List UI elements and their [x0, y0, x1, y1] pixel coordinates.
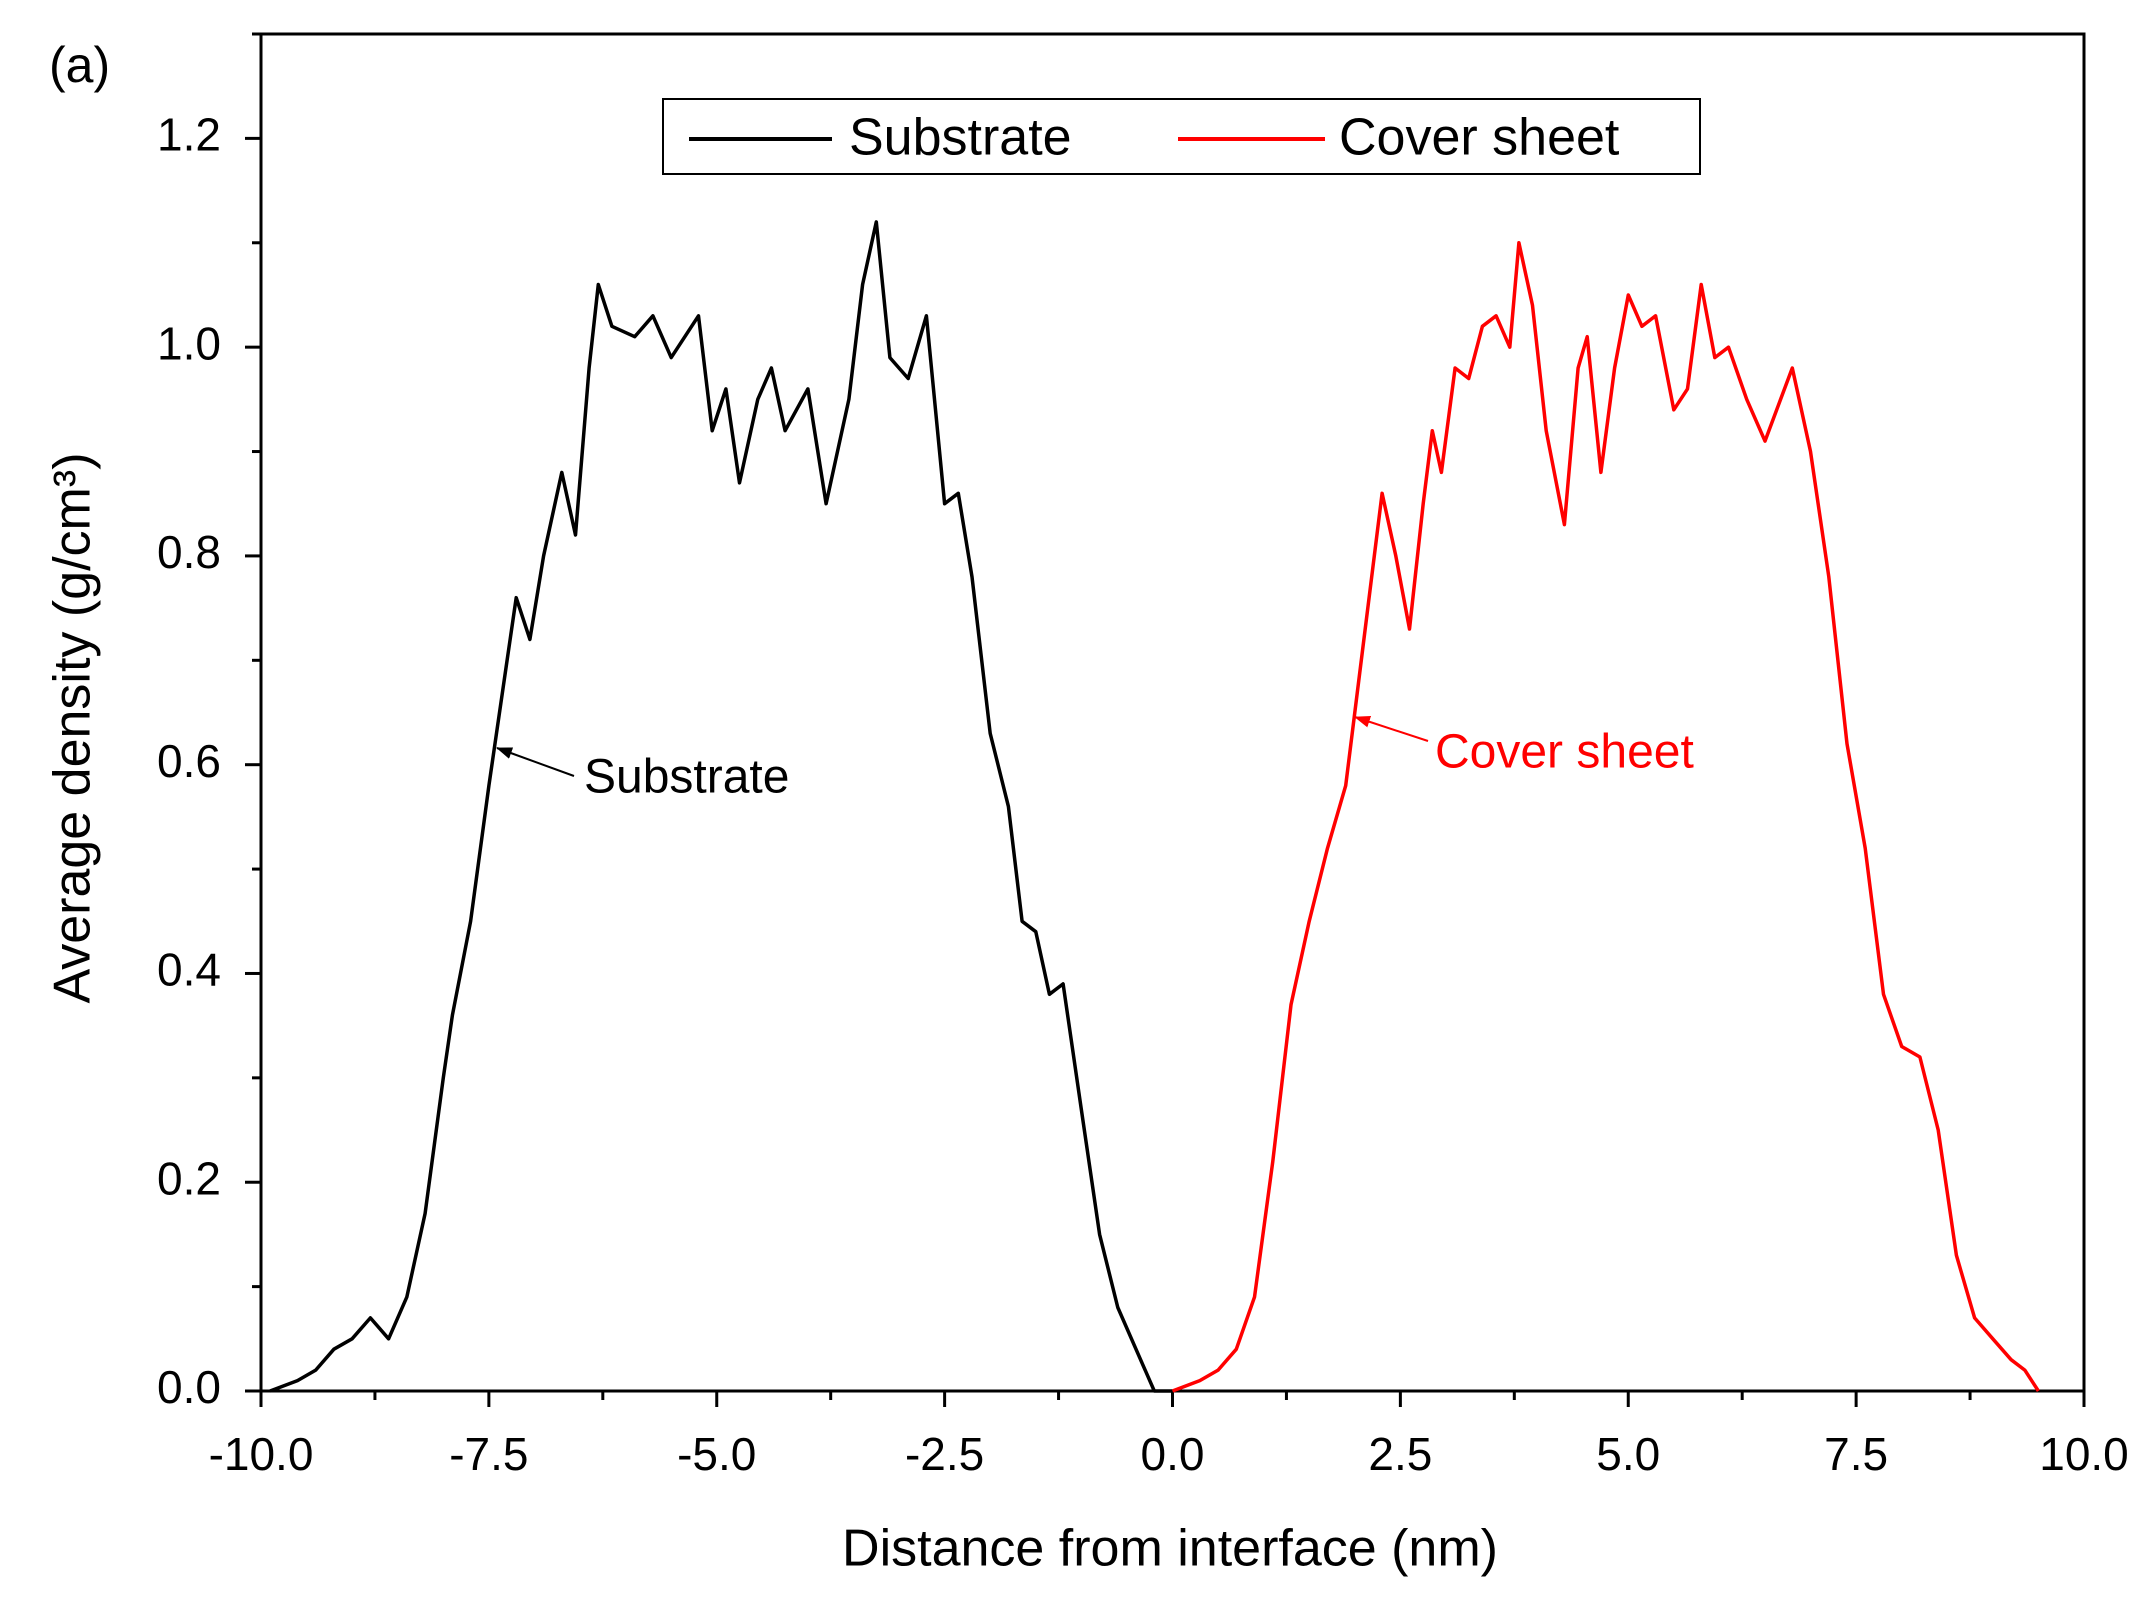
x-tick-label: 0.0	[1141, 1428, 1205, 1480]
annotation-arrow	[496, 747, 575, 777]
x-tick-label: -10.0	[209, 1428, 314, 1480]
line-series	[1171, 241, 2040, 1393]
annotation: Substrate	[584, 751, 789, 804]
x-tick-label: -5.0	[677, 1428, 756, 1480]
x-axis-title: Distance from interface (nm)	[842, 1520, 1498, 1578]
annotation: Cover sheet	[1435, 726, 1694, 779]
x-tick-label: 5.0	[1596, 1428, 1660, 1480]
legend-label: Cover sheet	[1339, 109, 1620, 167]
annotation-arrow	[1354, 715, 1429, 742]
y-tick-label: 0.6	[157, 735, 221, 787]
line-series	[269, 220, 1173, 1393]
y-axis-title: Average density (g/cm³)	[44, 452, 102, 1003]
y-tick-label: 1.0	[157, 317, 221, 369]
panel-label: (a)	[49, 37, 110, 93]
legend-label: Substrate	[849, 109, 1072, 167]
y-tick-label: 0.8	[157, 526, 221, 578]
plot-frame	[259, 32, 2086, 1393]
x-tick-label: 2.5	[1368, 1428, 1432, 1480]
x-tick-label: -7.5	[449, 1428, 528, 1480]
y-tick-label: 0.0	[157, 1361, 221, 1413]
legend-box	[662, 98, 1701, 175]
x-tick-label: 10.0	[2039, 1428, 2129, 1480]
x-tick-label: 7.5	[1824, 1428, 1888, 1480]
y-tick-label: 0.4	[157, 944, 221, 996]
x-tick-label: -2.5	[905, 1428, 984, 1480]
y-tick-label: 1.2	[157, 109, 221, 161]
y-tick-label: 0.2	[157, 1152, 221, 1204]
